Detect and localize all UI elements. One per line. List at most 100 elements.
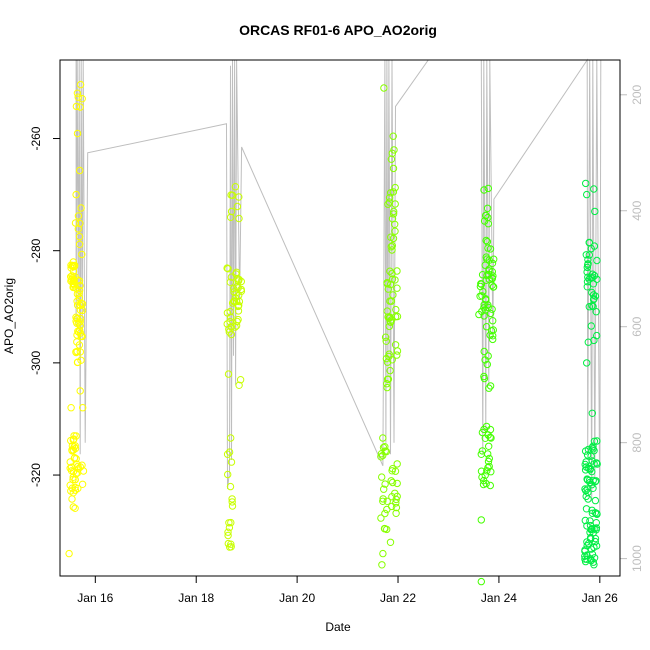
data-point [224,531,232,540]
data-point [72,102,81,111]
x-tick-label: Jan 20 [279,591,315,605]
data-point [584,539,593,548]
data-point [383,383,391,392]
data-point [227,434,235,442]
data-point [224,265,232,273]
data-point [393,351,401,359]
data-point [477,467,486,475]
data-point [478,271,487,279]
data-point [74,225,83,233]
data-point [71,444,80,453]
data-point [380,485,388,493]
data-point [591,496,600,505]
data-point [590,554,599,562]
data-point [377,514,385,522]
x-tick-label: Jan 26 [582,591,618,605]
data-point [489,332,497,340]
data-point [76,301,85,310]
data-point [387,243,395,251]
data-point [587,322,595,330]
data-point [226,278,235,286]
data-point [75,232,84,241]
data-point [383,497,391,505]
data-point [224,370,233,378]
data-point [584,260,592,268]
data-point [388,478,397,487]
data-point [483,255,491,263]
data-point [78,306,87,315]
data-point [393,312,402,321]
data-point [386,538,395,546]
data-point [389,291,397,299]
data-point [377,450,386,458]
data-point [582,463,590,471]
data-point [581,516,589,525]
data-point [393,460,401,468]
data-point [485,454,493,463]
data-point [483,467,491,475]
y-tick-label: -260 [29,126,43,150]
x-axis-label: Date [325,620,351,634]
data-point [67,404,75,412]
data-point [389,132,397,140]
data-point [591,207,599,216]
data-point [593,275,601,283]
data-point [66,458,74,466]
data-point [488,259,497,267]
data-point [585,303,593,311]
data-point [393,284,401,292]
data-point [583,485,591,493]
data-point [582,179,590,188]
data-point [589,442,597,450]
data-point [382,337,390,345]
data-point [225,519,233,527]
data-point [377,453,385,461]
data-point [233,275,242,283]
data-point [588,525,596,533]
data-point [581,447,590,455]
data-point [379,549,387,558]
data-point [235,214,243,223]
data-point [480,186,488,194]
data-point [73,129,82,138]
data-point [483,271,491,280]
data-point [486,309,495,318]
data-point [67,487,75,495]
data-point [589,302,597,311]
data-point [590,460,598,468]
x-tick-label: Jan 22 [380,591,416,605]
data-point [79,404,87,412]
data-point [590,185,598,193]
data-point [477,577,485,586]
data-point [381,447,389,455]
data-point [391,183,399,192]
right-tick-label: 1000 [630,545,644,572]
data-point [76,219,84,228]
data-point [227,458,236,466]
data-point [591,292,600,300]
data-point [590,336,598,345]
data-point [586,464,595,473]
right-tick-label: 600 [630,316,644,336]
data-point [227,540,235,548]
data-point [78,250,86,259]
data-point [74,462,82,471]
data-point [585,251,593,259]
data-point [224,528,232,536]
data-point [486,245,495,253]
data-point [76,103,84,111]
data-point [381,333,390,341]
data-point [233,282,241,291]
data-point [583,268,591,276]
data-point [72,348,80,357]
data-point [228,498,236,506]
data-point [485,462,493,471]
data-point [227,313,235,321]
data-point [387,189,395,197]
data-point [70,454,79,462]
data-point [588,409,596,417]
data-point [391,276,399,284]
data-point [480,301,488,309]
data-point [73,347,81,356]
